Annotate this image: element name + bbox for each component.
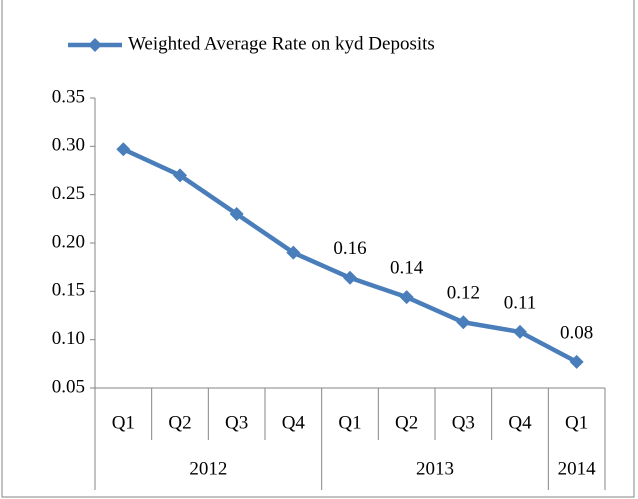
y-tick-label: 0.25 <box>52 183 85 204</box>
x-tick-label: Q4 <box>508 412 532 433</box>
data-point <box>513 324 527 339</box>
x-tick-label: Q1 <box>565 412 588 433</box>
x-tick-label: Q3 <box>225 412 248 433</box>
group-label: 2014 <box>558 458 597 479</box>
data-point <box>343 270 357 285</box>
group-label: 2012 <box>189 458 227 479</box>
data-label: 0.16 <box>333 238 366 259</box>
data-label: 0.14 <box>390 257 424 278</box>
data-label: 0.11 <box>504 292 537 313</box>
y-tick-label: 0.35 <box>52 86 85 107</box>
y-tick-label: 0.10 <box>52 328 85 349</box>
x-tick-label: Q1 <box>112 412 135 433</box>
x-tick-label: Q4 <box>282 412 306 433</box>
x-tick-label: Q2 <box>395 412 418 433</box>
y-tick-label: 0.05 <box>52 376 85 397</box>
data-point <box>229 207 244 221</box>
data-point <box>116 142 131 157</box>
x-tick-label: Q3 <box>452 412 475 433</box>
legend-label: Weighted Average Rate on kyd Deposits <box>128 33 435 54</box>
x-tick-label: Q1 <box>338 412 361 433</box>
data-point <box>456 315 471 330</box>
x-tick-label: Q2 <box>168 412 191 433</box>
legend-marker <box>88 38 102 52</box>
y-tick-label: 0.20 <box>52 231 85 252</box>
y-tick-label: 0.15 <box>52 280 85 301</box>
group-label: 2013 <box>416 458 454 479</box>
data-point <box>569 354 584 369</box>
data-label: 0.12 <box>447 283 480 304</box>
data-point <box>399 290 414 305</box>
data-point <box>173 168 187 183</box>
data-point <box>286 245 301 260</box>
y-tick-label: 0.30 <box>52 135 85 156</box>
data-label: 0.08 <box>560 322 593 343</box>
